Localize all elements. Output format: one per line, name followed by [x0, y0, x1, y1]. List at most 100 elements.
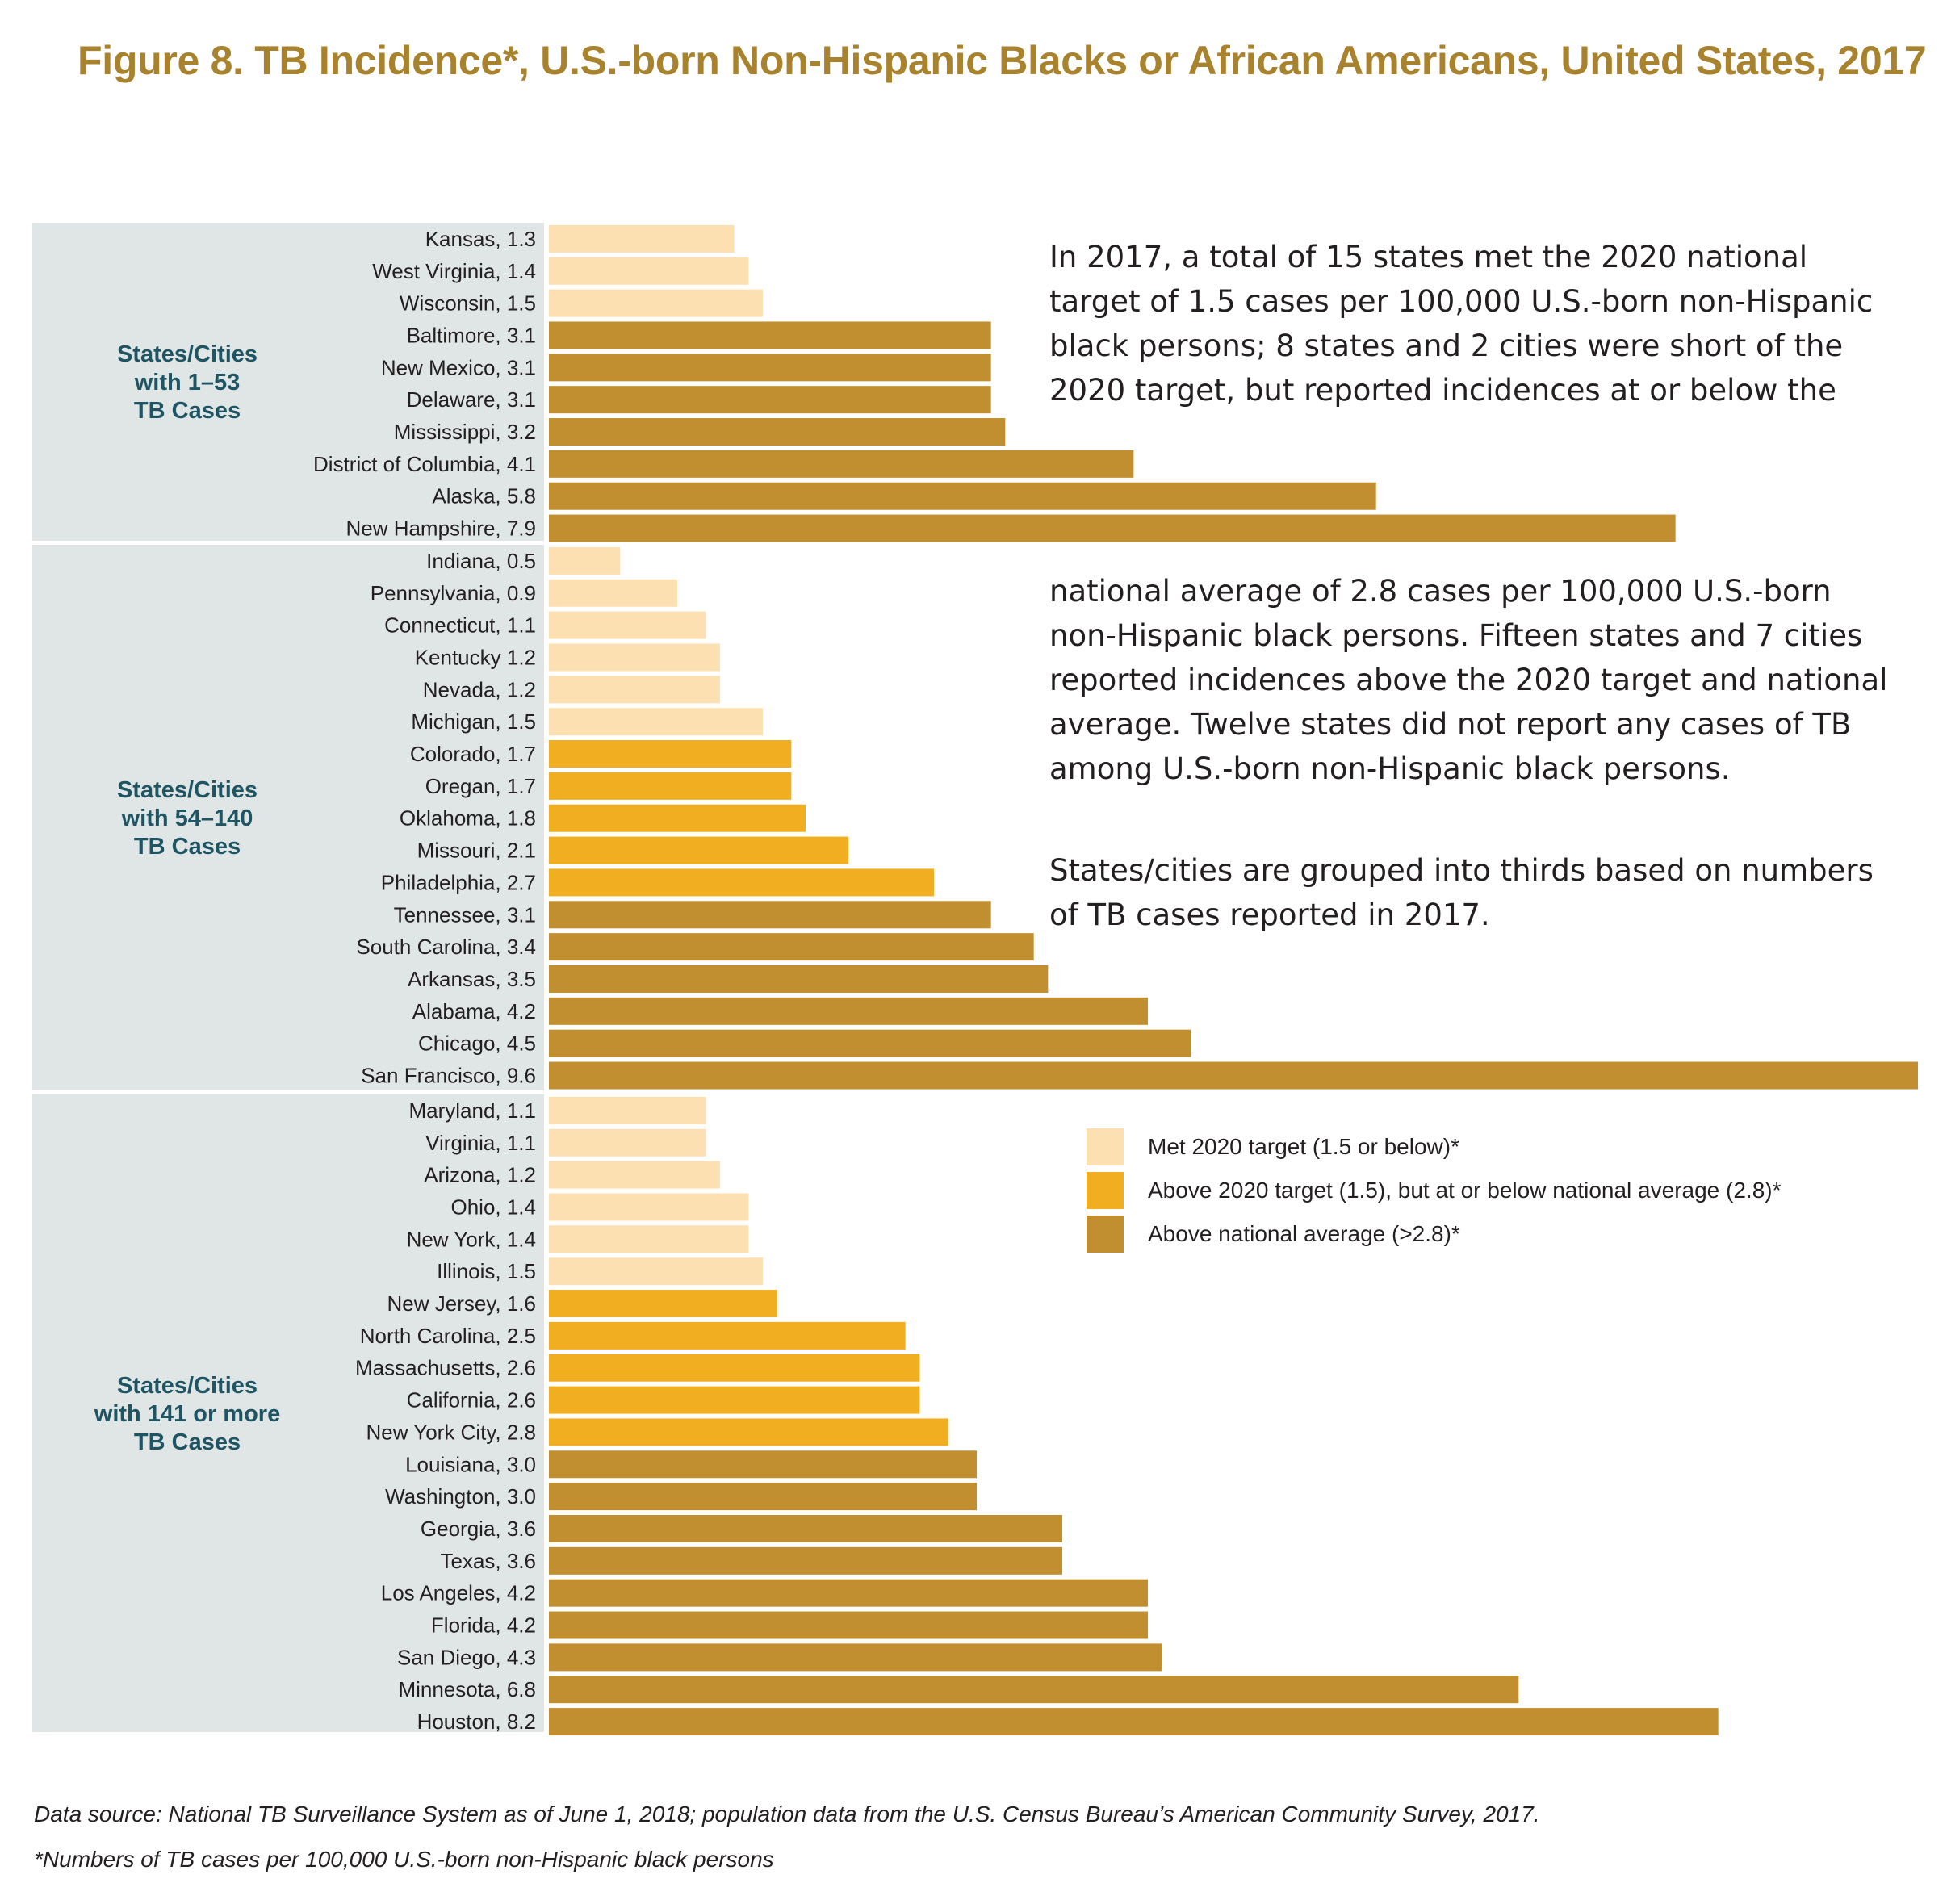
bar: [549, 224, 735, 253]
category-label: North Carolina, 2.5: [360, 1324, 536, 1348]
category-label: Louisiana, 3.0: [405, 1452, 536, 1476]
group-label: States/Cities: [117, 341, 258, 367]
category-label: Mississippi, 3.2: [394, 420, 536, 444]
category-label: Arizona, 1.2: [424, 1163, 536, 1187]
category-label: Missouri, 2.1: [417, 839, 536, 863]
bar: [549, 1546, 1062, 1575]
category-label: Indiana, 0.5: [426, 549, 536, 573]
annotation-note-3: States/cities are grouped into thirds ba…: [1049, 853, 1874, 932]
category-label: West Virginia, 1.4: [372, 259, 536, 283]
category-label: Alabama, 4.2: [412, 999, 536, 1023]
bar: [549, 676, 720, 704]
legend-label-met-target: Met 2020 target (1.5 or below)*: [1148, 1134, 1459, 1159]
category-label: Texas, 3.6: [440, 1549, 536, 1573]
category-label: Los Angeles, 4.2: [381, 1581, 536, 1605]
bar: [549, 643, 720, 672]
category-label: Philadelphia, 2.7: [381, 870, 536, 894]
bar: [549, 708, 763, 736]
bar: [549, 1708, 1719, 1736]
category-label: Georgia, 3.6: [421, 1517, 536, 1541]
bar: [549, 1483, 977, 1511]
bar: [549, 901, 991, 929]
bar: [549, 321, 991, 349]
bar: [549, 1290, 777, 1318]
category-label: Ohio, 1.4: [450, 1195, 536, 1219]
legend-label-above-target: Above 2020 target (1.5), but at or below…: [1148, 1178, 1782, 1203]
category-label: Baltimore, 3.1: [407, 323, 536, 347]
category-label: Florida, 4.2: [431, 1613, 536, 1638]
legend-item-met-target: Met 2020 target (1.5 or below)*: [1087, 1128, 1782, 1165]
group-panel: [32, 223, 544, 541]
category-label: New Mexico, 3.1: [381, 355, 536, 379]
legend-item-above-average: Above national average (>2.8)*: [1087, 1216, 1782, 1253]
bar: [549, 289, 763, 317]
category-label: Kansas, 1.3: [425, 227, 536, 251]
category-label: Minnesota, 6.8: [398, 1677, 536, 1701]
bar: [549, 1096, 706, 1124]
category-label: New York, 1.4: [407, 1227, 536, 1251]
footnote-units: *Numbers of TB cases per 100,000 U.S.-bo…: [34, 1847, 774, 1872]
category-label: Delaware, 3.1: [407, 387, 536, 412]
bar: [549, 933, 1034, 961]
legend-swatch-above-target: [1087, 1172, 1124, 1209]
category-label: San Francisco, 9.6: [361, 1064, 536, 1088]
category-label: Pennsylvania, 0.9: [371, 581, 536, 605]
chart-title: Figure 8. TB Incidence*, U.S.-born Non-H…: [77, 38, 1927, 83]
bar: [549, 1029, 1191, 1057]
category-label: Nevada, 1.2: [423, 677, 536, 701]
bar: [549, 482, 1376, 510]
bar: [549, 546, 621, 575]
group-label: TB Cases: [134, 1429, 241, 1455]
category-label: Houston, 8.2: [417, 1709, 536, 1734]
category-label: Connecticut, 1.1: [384, 613, 536, 638]
bar: [549, 868, 934, 897]
bar: [549, 1386, 920, 1414]
bar: [549, 418, 1006, 446]
category-label: Massachusetts, 2.6: [355, 1356, 536, 1380]
category-label: Oregan, 1.7: [425, 774, 536, 798]
group-label: with 1–53: [134, 370, 241, 395]
group-label: TB Cases: [134, 398, 241, 424]
category-label: Maryland, 1.1: [408, 1098, 536, 1123]
bar: [549, 1611, 1148, 1639]
bar: [549, 1418, 948, 1446]
category-label: Chicago, 4.5: [418, 1032, 536, 1056]
bar: [549, 1225, 749, 1253]
category-label: Tennessee, 3.1: [394, 902, 536, 927]
bar: [549, 450, 1134, 478]
bar: [549, 611, 706, 639]
bar: [549, 579, 677, 607]
group-label: TB Cases: [134, 834, 241, 860]
annotation-note-2: national average of 2.8 cases per 100,00…: [1049, 574, 1888, 786]
category-label: Washington, 3.0: [385, 1484, 536, 1509]
bar: [549, 1450, 977, 1479]
bar: [549, 1161, 720, 1189]
bar: [549, 997, 1148, 1025]
bar: [549, 386, 991, 414]
legend-swatch-met-target: [1087, 1128, 1124, 1165]
bar: [549, 804, 806, 832]
group-panel: [32, 1094, 544, 1732]
group-label: with 141 or more: [94, 1401, 280, 1427]
group-label: with 54–140: [121, 806, 253, 831]
bar: [549, 740, 792, 768]
group-label: States/Cities: [117, 1373, 258, 1399]
category-label: Wisconsin, 1.5: [400, 291, 536, 316]
bar: [549, 1193, 749, 1221]
category-label: New Jersey, 1.6: [387, 1291, 536, 1316]
bar: [549, 965, 1049, 993]
bar: [549, 1257, 763, 1286]
category-label: South Carolina, 3.4: [356, 935, 536, 959]
footnote-data-source: Data source: National TB Surveillance Sy…: [34, 1801, 1540, 1827]
category-label: San Diego, 4.3: [397, 1645, 536, 1669]
bar: [549, 772, 792, 800]
category-label: Virginia, 1.1: [425, 1131, 536, 1155]
group-panel: [32, 545, 544, 1090]
legend-swatch-above-average: [1087, 1216, 1124, 1253]
legend-item-above-target: Above 2020 target (1.5), but at or below…: [1087, 1172, 1782, 1209]
bar: [549, 1128, 706, 1157]
bar: [549, 257, 749, 285]
category-label: Alaska, 5.8: [432, 484, 536, 508]
category-label: New York City, 2.8: [366, 1420, 536, 1444]
